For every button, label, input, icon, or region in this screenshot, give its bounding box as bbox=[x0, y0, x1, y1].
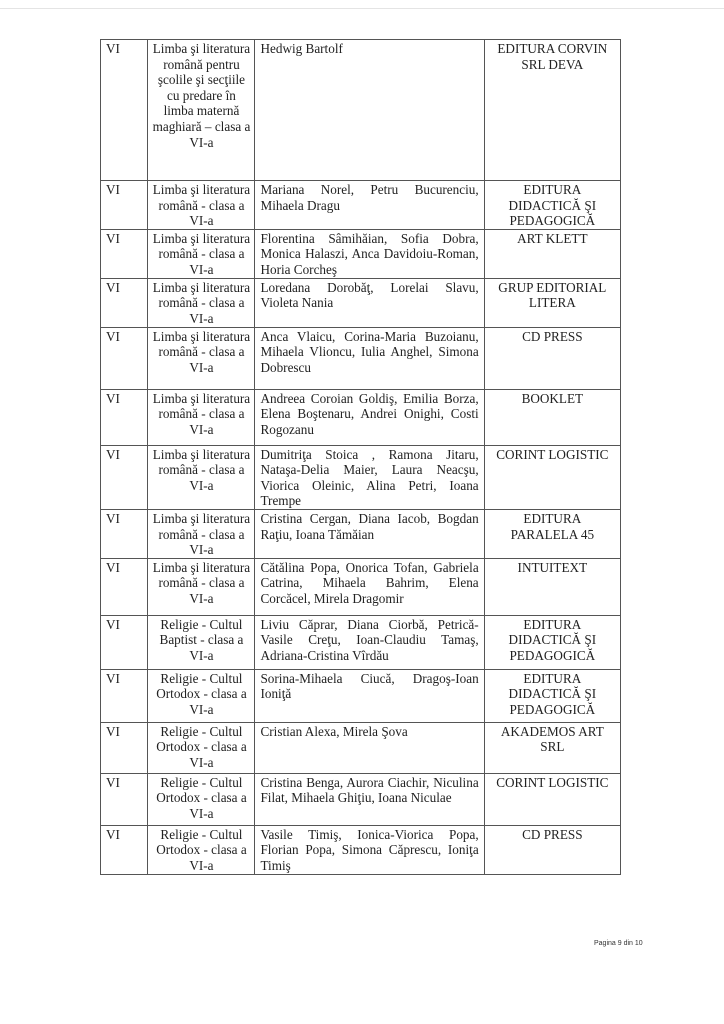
publisher-cell: CORINT LOGISTIC bbox=[483, 772, 622, 826]
class-cell: VI bbox=[99, 772, 149, 826]
authors-cell: Loredana Dorobăţ, Lorelai Slavu, Violeta… bbox=[254, 277, 485, 328]
table-row: VI Religie - Cultul Ortodox - clasa a VI-… bbox=[99, 772, 622, 826]
table-row: VI Limba şi literatura română - clasa a V… bbox=[99, 228, 622, 279]
page-number: Pagina 9 din 10 bbox=[594, 940, 643, 947]
table-row: VI Religie - Cultul Ortodox - clasa a VI-… bbox=[99, 824, 622, 875]
subject-cell: Limba şi literatura română - clasa a VI-… bbox=[147, 228, 256, 279]
authors-cell: Cristina Benga, Aurora Ciachir, Niculina… bbox=[254, 772, 485, 826]
authors-cell: Cristina Cergan, Diana Iacob, Bogdan Raţ… bbox=[254, 508, 485, 559]
class-cell: VI bbox=[99, 277, 149, 328]
table-row: VI Limba şi literatura română - clasa a V… bbox=[99, 444, 622, 510]
subject-cell: Limba şi literatura română - clasa a VI-… bbox=[147, 508, 256, 559]
class-cell: VI bbox=[99, 326, 149, 390]
textbook-table: VI Limba şi literatura română pentru şcol… bbox=[99, 39, 622, 875]
class-cell: VI bbox=[99, 444, 149, 510]
table-row: VI Religie - Cultul Ortodox - clasa a VI-… bbox=[99, 721, 622, 774]
publisher-cell: AKADEMOS ART SRL bbox=[483, 721, 622, 774]
authors-cell: Mariana Norel, Petru Bucurenciu, Mihaela… bbox=[254, 180, 485, 230]
authors-cell: Andreea Coroian Goldiş, Emilia Borza, El… bbox=[254, 388, 485, 446]
authors-cell: Sorina-Mihaela Ciucă, Dragoş-Ioan Ioniţă bbox=[254, 668, 485, 723]
publisher-cell: CD PRESS bbox=[483, 824, 622, 875]
class-cell: VI bbox=[99, 228, 149, 279]
class-cell: VI bbox=[99, 668, 149, 723]
class-cell: VI bbox=[99, 614, 149, 670]
subject-cell: Religie - Cultul Ortodox - clasa a VI-a bbox=[147, 824, 256, 875]
table-row: VI Limba şi literatura română - clasa a V… bbox=[99, 388, 622, 446]
class-cell: VI bbox=[99, 508, 149, 559]
publisher-cell: CD PRESS bbox=[483, 326, 622, 390]
authors-cell: Dumitriţa Stoica , Ramona Jitaru, Nataşa… bbox=[254, 444, 485, 510]
table-row: VI Religie - Cultul Baptist - clasa a VI-… bbox=[99, 614, 622, 670]
class-cell: VI bbox=[99, 39, 149, 181]
subject-cell: Religie - Cultul Baptist - clasa a VI-a bbox=[147, 614, 256, 670]
publisher-cell: GRUP EDITORIAL LITERA bbox=[483, 277, 622, 328]
subject-cell: Limba şi literatura română - clasa a VI-… bbox=[147, 180, 256, 230]
publisher-cell: CORINT LOGISTIC bbox=[483, 444, 622, 510]
authors-cell: Cristian Alexa, Mirela Şova bbox=[254, 721, 485, 774]
publisher-cell: EDITURA DIDACTICĂ ŞI PEDAGOGICĂ bbox=[483, 180, 622, 230]
publisher-cell: EDITURA CORVIN SRL DEVA bbox=[483, 39, 622, 181]
subject-cell: Limba şi literatura română pentru şcolil… bbox=[147, 39, 256, 181]
subject-cell: Religie - Cultul Ortodox - clasa a VI-a bbox=[147, 772, 256, 826]
publisher-cell: EDITURA PARALELA 45 bbox=[483, 508, 622, 559]
subject-cell: Limba şi literatura română - clasa a VI-… bbox=[147, 326, 256, 390]
authors-cell: Cătălina Popa, Onorica Tofan, Gabriela C… bbox=[254, 557, 485, 616]
authors-cell: Anca Vlaicu, Corina-Maria Buzoianu, Miha… bbox=[254, 326, 485, 390]
subject-cell: Religie - Cultul Ortodox - clasa a VI-a bbox=[147, 668, 256, 723]
authors-cell: Florentina Sâmihăian, Sofia Dobra, Monic… bbox=[254, 228, 485, 279]
class-cell: VI bbox=[99, 721, 149, 774]
table-row: VI Limba şi literatura română - clasa a V… bbox=[99, 277, 622, 328]
class-cell: VI bbox=[99, 388, 149, 446]
table-row: VI Limba şi literatura română - clasa a V… bbox=[99, 326, 622, 390]
table-row: VI Limba şi literatura română - clasa a V… bbox=[99, 180, 622, 230]
subject-cell: Limba şi literatura română - clasa a VI-… bbox=[147, 557, 256, 616]
publisher-cell: ART KLETT bbox=[483, 228, 622, 279]
subject-cell: Religie - Cultul Ortodox - clasa a VI-a bbox=[147, 721, 256, 774]
publisher-cell: INTUITEXT bbox=[483, 557, 622, 616]
table-row: VI Limba şi literatura română - clasa a V… bbox=[99, 557, 622, 616]
authors-cell: Liviu Căprar, Diana Ciorbă, Petrică-Vasi… bbox=[254, 614, 485, 670]
subject-cell: Limba şi literatura română - clasa a VI-… bbox=[147, 388, 256, 446]
authors-cell: Hedwig Bartolf bbox=[254, 39, 485, 181]
table-row: VI Limba şi literatura română - clasa a V… bbox=[99, 508, 622, 559]
subject-cell: Limba şi literatura română - clasa a VI-… bbox=[147, 444, 256, 510]
class-cell: VI bbox=[99, 180, 149, 230]
publisher-cell: EDITURA DIDACTICĂ ŞI PEDAGOGICĂ bbox=[483, 614, 622, 670]
table-row: VI Religie - Cultul Ortodox - clasa a VI-… bbox=[99, 668, 622, 723]
subject-cell: Limba şi literatura română - clasa a VI-… bbox=[147, 277, 256, 328]
class-cell: VI bbox=[99, 824, 149, 875]
publisher-cell: BOOKLET bbox=[483, 388, 622, 446]
class-cell: VI bbox=[99, 557, 149, 616]
authors-cell: Vasile Timiş, Ionica-Viorica Popa, Flori… bbox=[254, 824, 485, 875]
scan-edge-line bbox=[0, 8, 724, 9]
table-row: VI Limba şi literatura română pentru şcol… bbox=[99, 39, 622, 181]
publisher-cell: EDITURA DIDACTICĂ ŞI PEDAGOGICĂ bbox=[483, 668, 622, 723]
